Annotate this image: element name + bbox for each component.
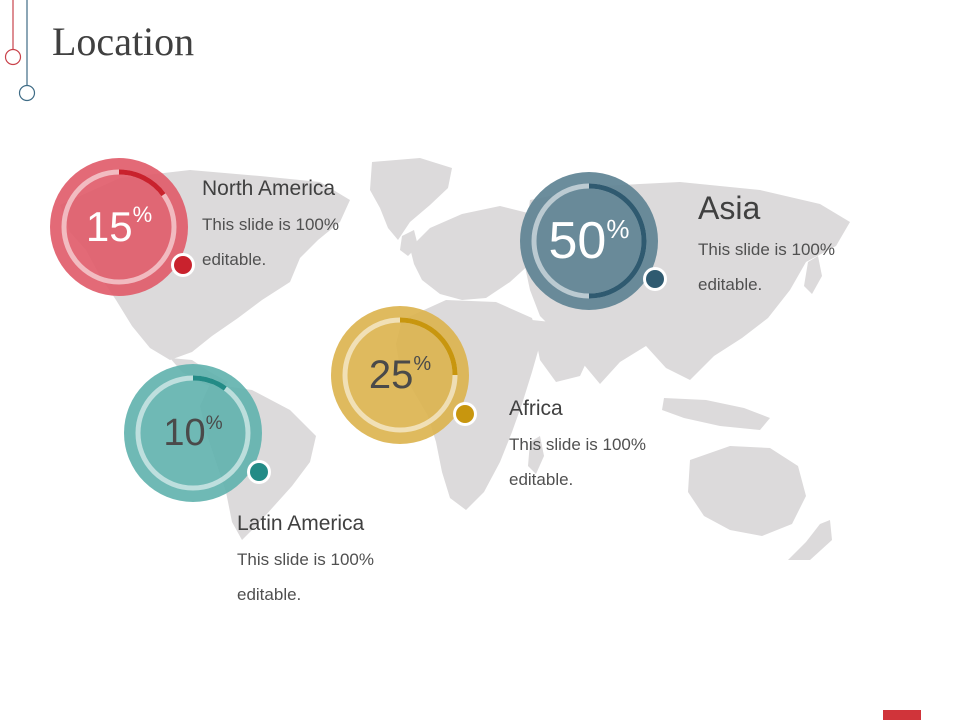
north-america-progress-arc (118, 169, 166, 197)
africa-progress-arc (399, 317, 458, 376)
latin-america-ring (124, 364, 271, 502)
latin-america-progress-arc (192, 375, 227, 391)
label-asia: Asia This slide is 100% editable. (698, 188, 868, 302)
africa-name: Africa (509, 397, 563, 420)
north-america-ring (50, 158, 195, 296)
blue-ring-icon (18, 84, 36, 102)
label-africa: Africa This slide is 100% editable. (509, 395, 679, 497)
north-america-percentage: 15% (50, 158, 188, 296)
map-uk (400, 230, 418, 256)
africa-percent-sign: % (413, 353, 432, 375)
africa-dot-icon (456, 405, 474, 423)
map-japan (804, 256, 822, 294)
asia-progress-arc (588, 183, 647, 299)
stat-africa: 25% (331, 306, 477, 444)
north-america-dot-icon (174, 256, 192, 274)
map-new-zealand (788, 520, 832, 560)
latin-america-description: This slide is 100% editable. (237, 550, 375, 604)
asia-dot-icon (646, 270, 664, 288)
latin-america-dot-icon (250, 463, 268, 481)
latin-america-percentage: 10% (124, 364, 262, 502)
map-indonesia (662, 398, 770, 430)
asia-name: Asia (698, 190, 761, 226)
asia-value: 50 (548, 212, 607, 270)
asia-percent-sign: % (606, 214, 630, 244)
north-america-value: 15 (85, 203, 133, 250)
north-america-description: This slide is 100% editable. (202, 215, 340, 269)
label-north-america: North America This slide is 100% editabl… (202, 175, 372, 277)
map-madagascar (528, 436, 544, 474)
red-ring-icon (4, 48, 22, 66)
asia-percentage: 50% (520, 172, 658, 310)
map-europe (410, 206, 544, 300)
latin-america-name: Latin America (237, 512, 365, 535)
asia-description: This slide is 100% editable. (698, 240, 836, 294)
title-decoration (4, 0, 36, 102)
north-america-name: North America (202, 177, 336, 200)
north-america-percent-sign: % (132, 202, 153, 227)
africa-description: This slide is 100% editable. (509, 435, 647, 489)
corner-accent-bar (883, 710, 921, 720)
stat-asia: 50% (520, 172, 667, 310)
stat-north-america: 15% (50, 158, 195, 296)
latin-america-value: 10 (163, 412, 206, 454)
page-title: Location (52, 19, 195, 64)
africa-value: 25 (368, 353, 414, 397)
label-latin-america: Latin America This slide is 100% editabl… (237, 510, 407, 612)
map-arabia (532, 320, 592, 382)
asia-ring (520, 172, 667, 310)
latin-america-percent-sign: % (205, 413, 223, 434)
map-greenland (370, 158, 452, 240)
map-australia (688, 446, 806, 536)
africa-ring (331, 306, 477, 444)
stat-latin-america: 10% (124, 364, 271, 502)
africa-percentage: 25% (331, 306, 469, 444)
